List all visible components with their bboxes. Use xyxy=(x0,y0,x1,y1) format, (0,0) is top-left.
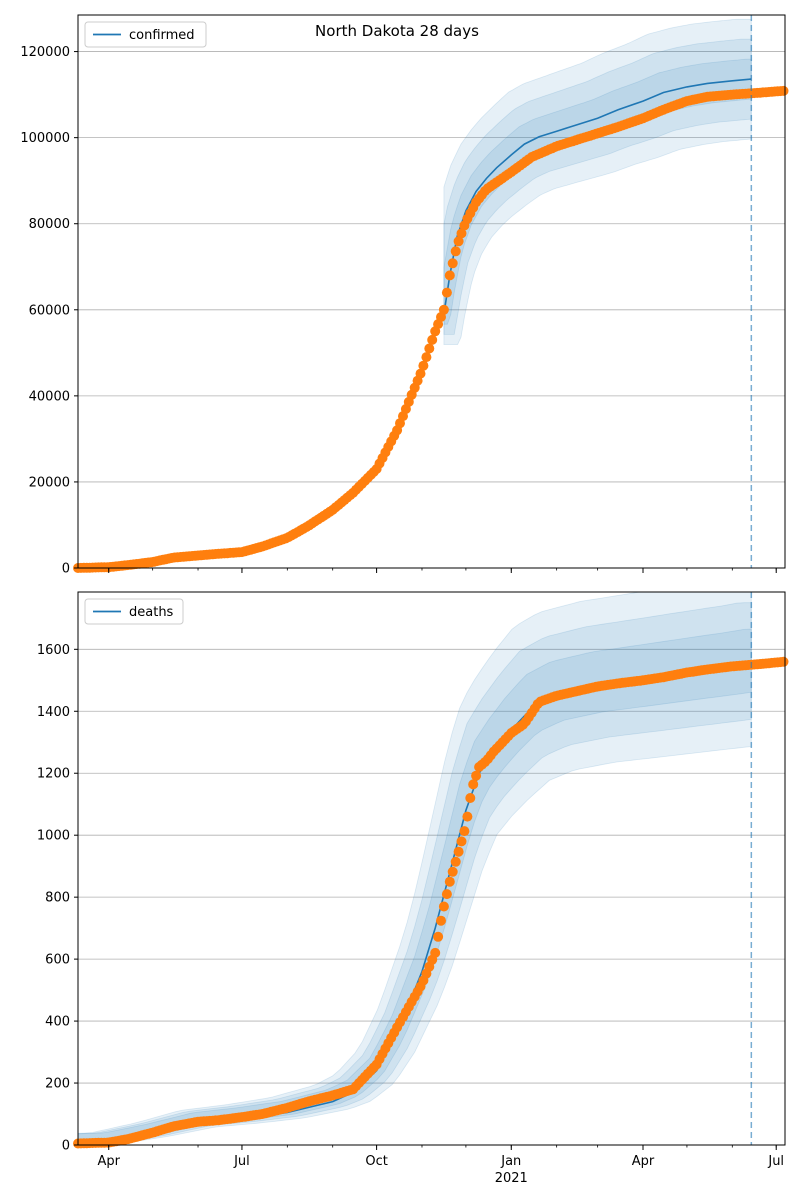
data-point xyxy=(778,656,789,667)
observed-points xyxy=(73,85,789,573)
y-tick-label: 80000 xyxy=(29,217,70,232)
legend-box xyxy=(84,598,184,625)
y-tick-label: 20000 xyxy=(29,475,70,490)
data-point xyxy=(447,258,458,269)
y-tick-label: 0 xyxy=(62,562,70,577)
data-point xyxy=(778,85,789,96)
data-point xyxy=(438,901,449,912)
deaths-panel: 0 200 400 600 800 1000 1200 1400 1600 Apr Jul Oct Ja… xyxy=(37,591,789,1186)
y-tick-label: 200 xyxy=(45,1077,70,1092)
legend-box xyxy=(84,21,207,48)
data-point xyxy=(444,270,455,281)
data-point xyxy=(415,368,426,379)
data-point xyxy=(465,793,476,803)
data-point xyxy=(427,334,438,345)
y-tick-label: 0 xyxy=(62,1139,70,1154)
axes-frame xyxy=(77,14,786,569)
data-point xyxy=(468,779,479,790)
y-tick-label: 100000 xyxy=(20,131,70,146)
y-tick-label: 600 xyxy=(45,953,70,968)
data-point xyxy=(424,343,435,354)
data-point xyxy=(418,360,429,371)
data-point xyxy=(436,915,446,926)
x-tick-label: Jan xyxy=(500,1154,521,1169)
legend-label: confirmed xyxy=(129,28,195,43)
data-point xyxy=(450,856,461,867)
x-year-label: 2021 xyxy=(495,1171,528,1186)
y-tick-label: 1600 xyxy=(37,643,70,658)
data-point xyxy=(471,770,482,781)
data-point xyxy=(421,352,432,363)
data-point xyxy=(453,846,464,857)
figure-title: North Dakota 28 days xyxy=(315,22,479,40)
data-point xyxy=(459,826,470,837)
uncertainty-band xyxy=(77,602,752,1144)
data-point xyxy=(430,947,441,958)
y-tick-label: 120000 xyxy=(20,45,70,60)
data-point xyxy=(456,228,467,239)
y-tick-label: 1000 xyxy=(37,829,70,844)
y-tick-label: 60000 xyxy=(29,303,70,318)
x-tick-label: Apr xyxy=(632,1154,655,1169)
model-line xyxy=(443,78,752,315)
data-point xyxy=(447,866,458,877)
data-point xyxy=(441,889,452,900)
y-tick-label: 1400 xyxy=(37,705,70,720)
data-point xyxy=(462,811,473,822)
data-point xyxy=(453,236,464,247)
data-point xyxy=(444,876,455,887)
data-point xyxy=(450,246,461,257)
data-point xyxy=(456,836,467,847)
data-point xyxy=(433,931,444,942)
y-tick-label: 40000 xyxy=(29,389,70,404)
y-tick-label: 400 xyxy=(45,1015,70,1030)
x-tick-label: Oct xyxy=(365,1154,387,1169)
x-tick-label: Jul xyxy=(767,1154,784,1169)
data-point xyxy=(441,287,452,298)
observed-points xyxy=(73,656,789,1149)
legend-label: deaths xyxy=(129,605,174,620)
x-tick-label: Apr xyxy=(97,1154,120,1169)
x-tick-label: Jul xyxy=(233,1154,250,1169)
y-tick-label: 1200 xyxy=(37,767,70,782)
data-point xyxy=(438,304,449,315)
confirmed-panel: 0 20000 40000 60000 80000 100000 120000 confirm… xyxy=(20,14,789,577)
y-tick-label: 800 xyxy=(45,891,70,906)
axes-frame xyxy=(77,591,786,1146)
